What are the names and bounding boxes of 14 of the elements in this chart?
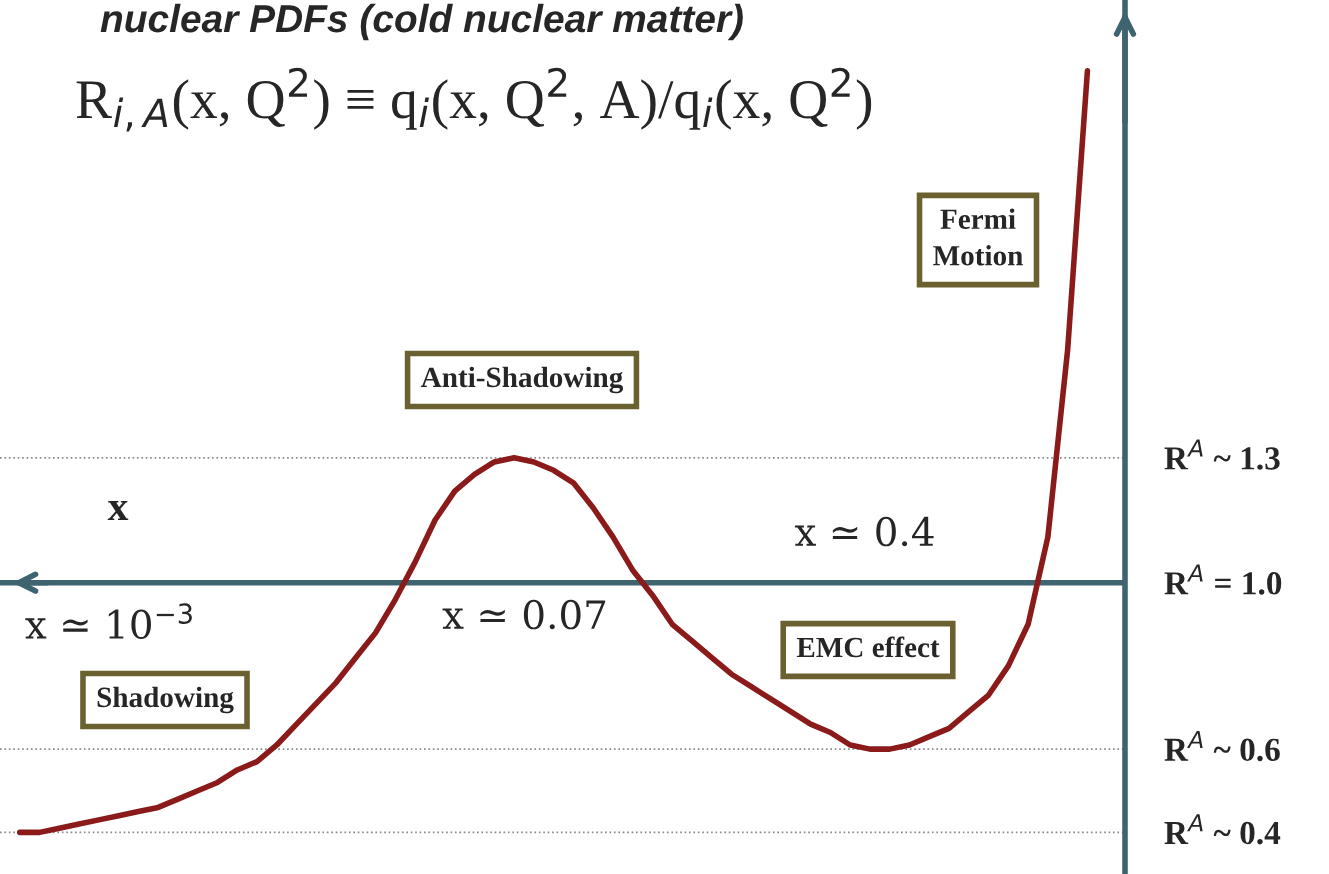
y-tick-label: R$^{A}$ ~ 0.6 (1164, 730, 1280, 762)
annotation: Fermi Motion (933, 208, 1023, 266)
annotation: Shadowing (97, 686, 234, 714)
annotation: EMC effect (796, 636, 940, 658)
text: R$_{i,A}$(x, Q$^{2}$) ≡ q$_{i}$(x, Q$^{2}$, A)/q$_{i}$(x, Q$^{2}$) (76, 67, 872, 132)
y-tick-label: R$^{A}$ ~ 0.4 (1164, 814, 1281, 845)
y-tick-label: R$^{A}$ = 1.0 (1164, 564, 1282, 595)
annotation: x ≃ 10$^{−3}$ (25, 603, 192, 639)
annotation: x ≃ 0.07 (442, 599, 606, 630)
annotation: Anti-Shadowing (420, 366, 624, 394)
x-axis-title: x (107, 500, 129, 521)
y-tick-label: R$^{A}$ ~ 1.3 (1164, 439, 1280, 470)
chart-title: nuclear PDFs (cold nuclear matter) (100, 3, 743, 41)
annotation: x ≃ 0.4 (794, 516, 934, 547)
